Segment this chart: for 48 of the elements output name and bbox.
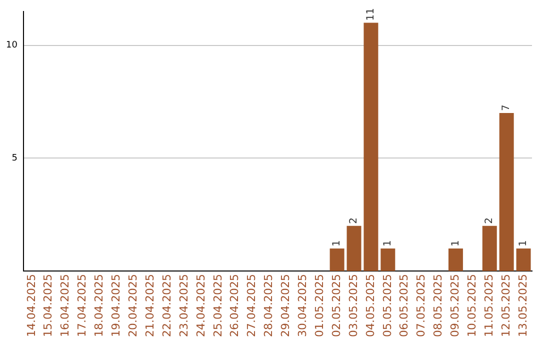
bar	[364, 22, 378, 272]
data-label: 1	[518, 240, 530, 246]
x-tick-label: 25.04.2025	[211, 274, 224, 338]
x-tick-label: 02.05.2025	[330, 274, 343, 338]
data-label: 2	[484, 217, 496, 224]
x-tick-label: 04.05.2025	[364, 274, 377, 338]
x-tick-label: 18.04.2025	[92, 274, 106, 338]
x-tick-label: 24.04.2025	[194, 274, 208, 338]
x-tick-label: 26.04.2025	[228, 274, 242, 338]
x-tick-label: 14.04.2025	[24, 274, 38, 338]
x-tick-label: 05.05.2025	[380, 274, 394, 338]
bar	[346, 226, 362, 272]
x-tick-label: 09.05.2025	[448, 274, 462, 338]
x-tick-label: 03.05.2025	[346, 274, 360, 338]
x-tick-label: 27.04.2025	[245, 274, 258, 338]
x-tick-label: 19.04.2025	[110, 274, 123, 338]
bar	[516, 248, 531, 272]
x-tick-label: 08.05.2025	[432, 274, 445, 338]
bar	[482, 226, 497, 272]
x-tick-label: 23.04.2025	[177, 274, 190, 338]
bar	[499, 112, 514, 272]
data-label: 2	[348, 217, 360, 224]
data-label: 1	[382, 240, 394, 246]
x-tick-label: 22.04.2025	[160, 274, 174, 338]
y-tick-label: 10	[6, 40, 18, 51]
x-tick-label: 12.05.2025	[499, 274, 512, 338]
x-tick-label: 16.04.2025	[58, 274, 72, 338]
x-tick-label: 20.04.2025	[126, 274, 140, 338]
bar	[330, 248, 344, 272]
data-label: 1	[450, 240, 462, 246]
x-tick-label: 21.04.2025	[143, 274, 156, 338]
data-label: 1	[332, 240, 343, 246]
x-tick-label: 17.04.2025	[76, 274, 89, 338]
bar	[448, 248, 463, 272]
x-tick-label: 07.05.2025	[414, 274, 428, 338]
x-tick-label: 06.05.2025	[398, 274, 411, 338]
x-tick-label: 10.05.2025	[466, 274, 479, 338]
data-label: 7	[501, 104, 512, 111]
x-tick-label: 01.05.2025	[312, 274, 326, 338]
x-tick-label: 13.05.2025	[516, 274, 530, 338]
x-tick-label: 11.05.2025	[482, 274, 496, 338]
x-tick-label: 28.04.2025	[262, 274, 276, 338]
x-tick-label: 29.04.2025	[279, 274, 292, 338]
bar	[380, 248, 396, 272]
x-tick-label: 30.04.2025	[296, 274, 310, 338]
data-label: 11	[366, 8, 377, 21]
x-tick-label: 15.04.2025	[42, 274, 55, 338]
y-tick-label: 5	[12, 153, 18, 164]
